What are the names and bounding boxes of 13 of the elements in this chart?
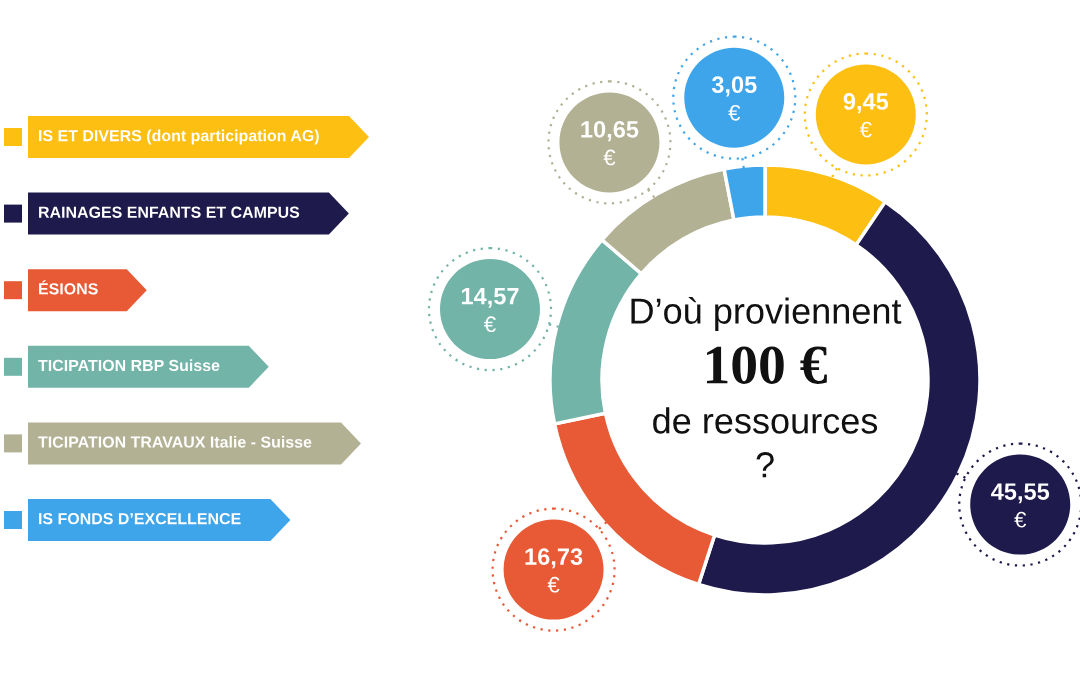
legend-label: TICIPATION TRAVAUX Italie - Suisse <box>38 435 312 448</box>
data-label: 3,05 € <box>711 76 757 121</box>
text: D’où proviennent 100 € de ressources ? <box>631 296 902 478</box>
legend-label: IS FONDS D’EXCELLENCE <box>39 512 241 525</box>
legend-label: TICIPATION RBP Suisse <box>38 359 220 372</box>
data-label: 10,65 € <box>581 121 639 166</box>
data-label: 45,55 € <box>991 483 1050 528</box>
data-label: 14,57 € <box>461 287 519 333</box>
legend-label: ÉSIONS <box>39 280 98 295</box>
legend-label: RAINAGES ENFANTS ET CAMPUS <box>39 206 300 218</box>
data-label: 9,45 € <box>843 93 889 138</box>
legend-label: IS ET DIVERS (dont participation AG) <box>39 129 319 145</box>
data-label: 16,73 € <box>525 548 583 593</box>
